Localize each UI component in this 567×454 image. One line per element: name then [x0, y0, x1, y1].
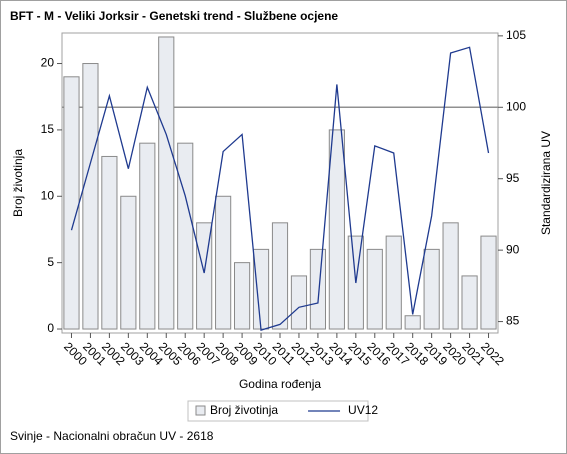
- bar: [82, 63, 99, 330]
- x-axis-title: Godina rođenja: [239, 377, 321, 391]
- y2-tick-label: 90: [506, 242, 520, 256]
- bar: [461, 275, 478, 330]
- y2-tick-label: 100: [506, 99, 526, 113]
- legend-box: [187, 400, 369, 422]
- bar: [158, 36, 175, 330]
- bar: [328, 129, 345, 330]
- y2-tick-label: 105: [506, 28, 526, 42]
- bar: [234, 262, 251, 330]
- y-tick-label: 0: [47, 321, 54, 335]
- y2-tick-label: 95: [506, 171, 520, 185]
- bar: [63, 76, 80, 330]
- y-tick-label: 10: [41, 188, 55, 202]
- y-tick-label: 20: [41, 56, 55, 70]
- y2-axis-title: Standardizirana UV: [539, 131, 553, 235]
- bar: [442, 222, 459, 330]
- y2-tick-label: 85: [506, 314, 520, 328]
- legend-label: UV12: [348, 403, 378, 417]
- y-tick-label: 5: [47, 255, 54, 269]
- bar: [101, 155, 118, 330]
- bar: [404, 315, 421, 330]
- bar: [480, 235, 497, 330]
- y-tick-label: 15: [41, 122, 55, 136]
- bar: [366, 248, 383, 330]
- legend-swatch: [195, 405, 206, 416]
- bar: [215, 195, 232, 330]
- bar: [385, 235, 402, 330]
- bar: [120, 195, 137, 330]
- legend-label: Broj životinja: [210, 403, 278, 417]
- bar: [290, 275, 308, 330]
- line: [70, 46, 490, 331]
- y-axis-title: Broj životinja: [11, 149, 25, 217]
- bar: [177, 142, 194, 330]
- bar: [309, 248, 326, 330]
- bar: [271, 222, 289, 330]
- footnote: Svinje - Nacionalni obračun UV - 2618: [10, 429, 214, 443]
- bar: [252, 248, 270, 330]
- bar: [139, 142, 156, 330]
- bar: [423, 248, 440, 330]
- chart-title: BFT - M - Veliki Jorksir - Genetski tren…: [10, 9, 338, 23]
